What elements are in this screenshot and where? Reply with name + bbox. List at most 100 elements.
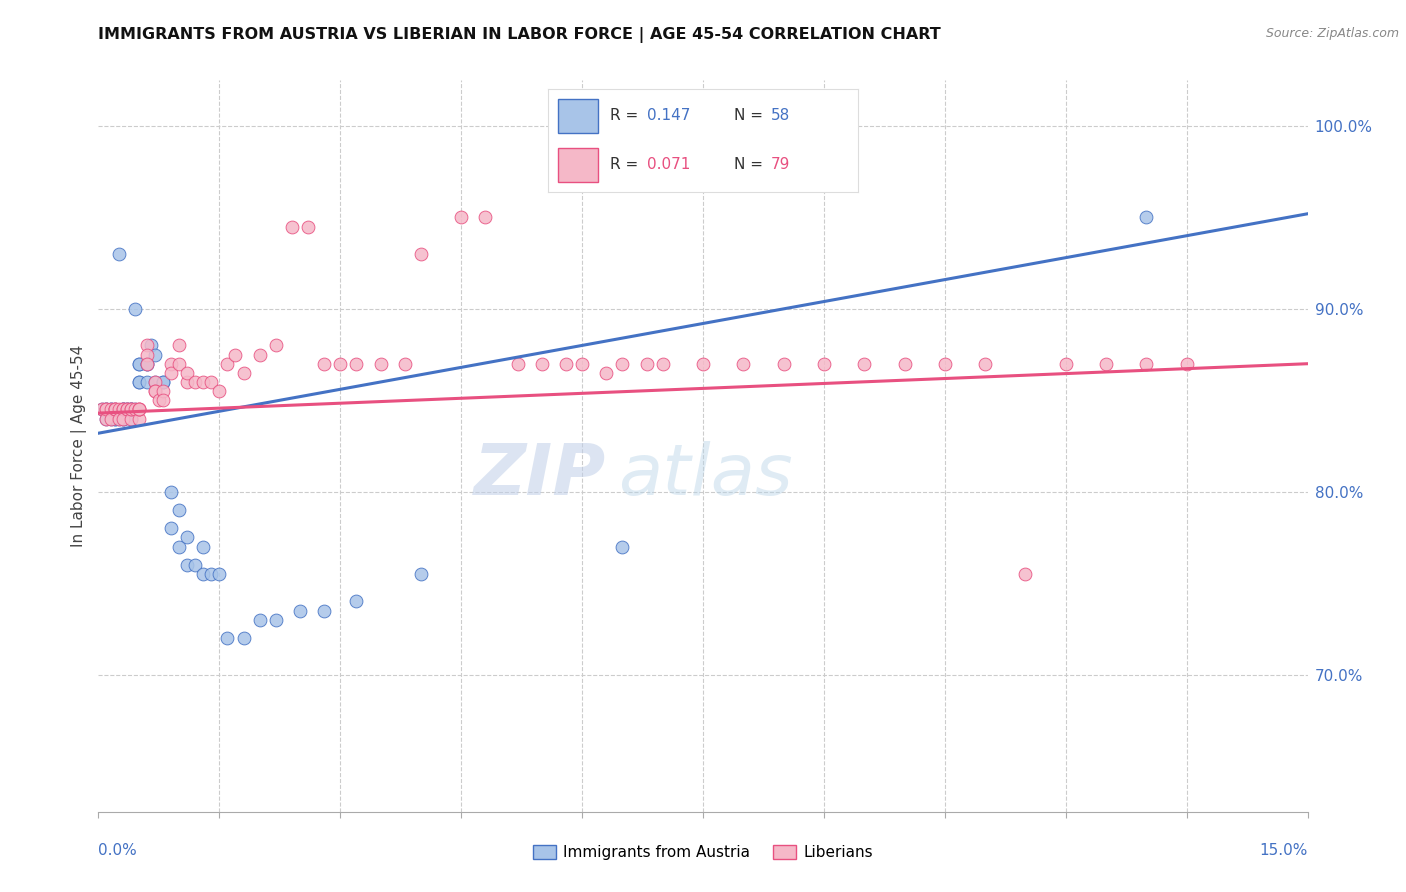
Point (297, 219, 319, 234)
Point (612, 540, 634, 554)
Point (193, 540, 215, 554)
Point (100, 411, 122, 425)
Point (120, 402, 142, 417)
Point (160, 484, 183, 499)
Point (107, 402, 129, 417)
FancyBboxPatch shape (558, 99, 598, 133)
Point (111, 402, 134, 417)
Point (115, 402, 138, 417)
Point (111, 402, 134, 417)
Point (143, 384, 166, 399)
Point (200, 567, 222, 582)
Text: 79: 79 (770, 157, 790, 171)
Point (506, 357, 529, 371)
Point (115, 402, 138, 417)
Point (1095, 357, 1118, 371)
Point (450, 211, 472, 225)
Point (103, 402, 125, 417)
Point (120, 402, 142, 417)
Point (934, 357, 956, 371)
Point (232, 366, 254, 380)
Point (120, 411, 142, 425)
Point (344, 357, 367, 371)
Point (184, 558, 207, 572)
Point (167, 503, 190, 517)
Point (91, 402, 114, 417)
Point (224, 347, 246, 362)
Point (103, 411, 125, 425)
Point (103, 402, 125, 417)
Point (115, 402, 138, 417)
Point (143, 384, 166, 399)
Point (96, 402, 118, 417)
Point (176, 558, 198, 572)
Point (152, 375, 174, 389)
Point (1175, 357, 1198, 371)
Point (288, 603, 311, 617)
Point (595, 366, 617, 380)
Point (148, 393, 170, 408)
Point (974, 357, 997, 371)
Point (128, 402, 150, 417)
Point (111, 402, 134, 417)
Point (128, 375, 150, 389)
Point (636, 357, 658, 371)
Point (1135, 211, 1157, 225)
Point (96, 402, 118, 417)
Point (135, 375, 157, 389)
Legend: Immigrants from Austria, Liberians: Immigrants from Austria, Liberians (527, 839, 879, 866)
Point (893, 357, 915, 371)
Point (474, 211, 496, 225)
Point (135, 347, 157, 362)
Point (281, 219, 304, 234)
Point (853, 357, 876, 371)
Point (370, 357, 392, 371)
Point (124, 402, 146, 417)
Point (651, 357, 673, 371)
Text: 0.0%: 0.0% (98, 843, 138, 858)
Point (128, 411, 150, 425)
Point (135, 357, 157, 371)
Point (120, 402, 142, 417)
Point (160, 521, 183, 535)
Text: 15.0%: 15.0% (1260, 843, 1308, 858)
Point (167, 357, 190, 371)
Point (1014, 567, 1036, 582)
Point (232, 631, 254, 645)
Text: 58: 58 (770, 108, 790, 123)
Point (329, 357, 352, 371)
Point (103, 411, 125, 425)
Point (103, 402, 125, 417)
Y-axis label: In Labor Force | Age 45-54: In Labor Force | Age 45-54 (72, 345, 87, 547)
Text: N =: N = (734, 157, 768, 171)
Point (100, 402, 122, 417)
Point (152, 375, 174, 389)
Point (217, 357, 239, 371)
Point (111, 411, 134, 425)
Text: Source: ZipAtlas.com: Source: ZipAtlas.com (1265, 27, 1399, 40)
Point (692, 357, 714, 371)
Point (193, 375, 215, 389)
Text: N =: N = (734, 108, 768, 123)
Point (249, 613, 271, 627)
Point (128, 375, 150, 389)
Point (107, 247, 129, 261)
Point (176, 375, 198, 389)
Text: atlas: atlas (619, 441, 793, 509)
Point (394, 357, 416, 371)
Text: R =: R = (610, 157, 644, 171)
Point (100, 411, 122, 425)
Point (143, 375, 166, 389)
Point (128, 357, 150, 371)
Point (120, 402, 142, 417)
Point (555, 357, 578, 371)
Point (124, 402, 146, 417)
Text: IMMIGRANTS FROM AUSTRIA VS LIBERIAN IN LABOR FORCE | AGE 45-54 CORRELATION CHART: IMMIGRANTS FROM AUSTRIA VS LIBERIAN IN L… (98, 27, 941, 43)
Point (184, 375, 207, 389)
Point (160, 357, 183, 371)
Point (160, 366, 183, 380)
Text: ZIP: ZIP (474, 441, 606, 509)
Point (143, 375, 166, 389)
FancyBboxPatch shape (558, 148, 598, 181)
Point (100, 402, 122, 417)
